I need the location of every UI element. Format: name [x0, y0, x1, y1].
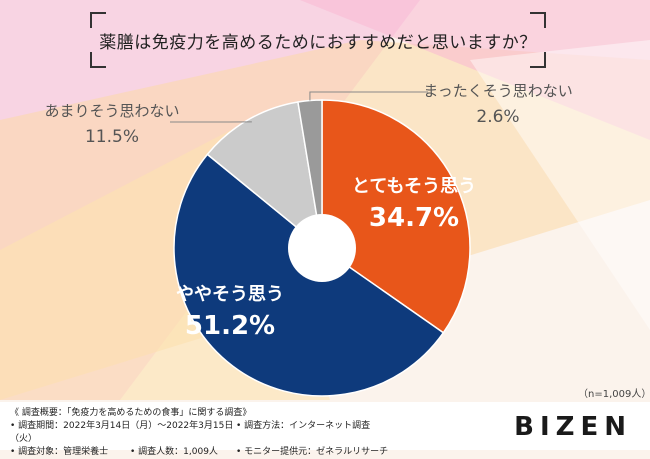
brand-logo: BIZEN	[514, 412, 632, 442]
slice-value-4: 2.6%	[476, 107, 519, 127]
slice-value-2: 51.2%	[185, 311, 275, 341]
slice-value-1: 34.7%	[369, 203, 459, 233]
survey-count: • 調査人数：1,009人	[130, 446, 236, 459]
leader-line-4	[310, 92, 428, 100]
donut-hole	[288, 214, 356, 282]
sample-size-note: （n=1,009人）	[578, 385, 650, 400]
survey-overview: 《 調査概要：「免疫力を高めるための食事」に関する調査》 • 調査期間：2022…	[10, 407, 388, 459]
survey-target: • 調査対象：管理栄養士	[10, 446, 130, 459]
footer: 《 調査概要：「免疫力を高めるための食事」に関する調査》 • 調査期間：2022…	[0, 402, 650, 450]
slice-label-2: ややそう思う	[176, 284, 284, 305]
slice-label-4: まったくそう思わない	[423, 82, 572, 100]
slice-label-3: あまりそう思わない	[44, 102, 179, 120]
slice-value-3: 11.5%	[85, 127, 139, 147]
survey-method: • 調査方法：インターネット調査	[236, 420, 370, 446]
slice-label-1: とてもそう思う	[352, 176, 476, 197]
survey-title: 《 調査概要：「免疫力を高めるための食事」に関する調査》	[10, 407, 388, 420]
survey-period: • 調査期間：2022年3月14日（月）～2022年3月15日（火）	[10, 420, 236, 446]
survey-monitor: • モニター提供元：ゼネラルリサーチ	[236, 446, 388, 459]
